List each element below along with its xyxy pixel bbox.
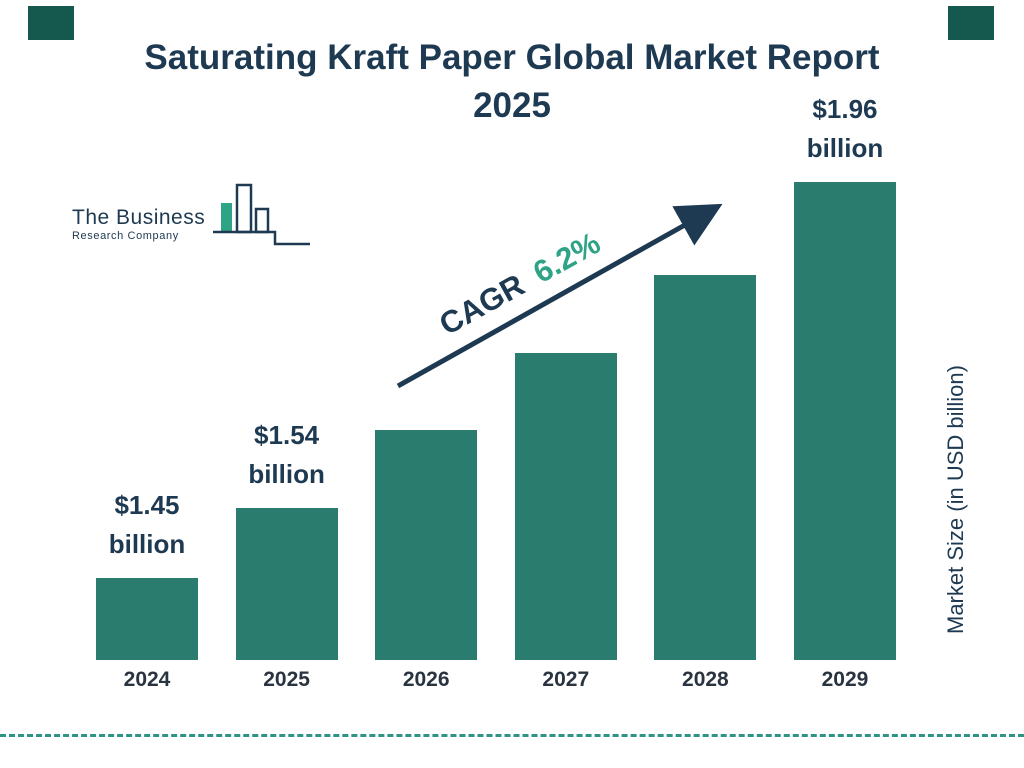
bar-column-2025: $1.54 billion 2025 [235, 0, 338, 691]
bar-value-unit: billion [248, 459, 325, 489]
logo-text-secondary: Research Company [72, 230, 179, 242]
x-axis-label-2028: 2028 [682, 668, 729, 691]
page-title-line1: Saturating Kraft Paper Global Market Rep… [144, 38, 880, 77]
corner-accent-left [28, 6, 74, 40]
x-axis-label-2024: 2024 [123, 668, 171, 691]
bar-value-amount: $1.96 [812, 94, 878, 124]
logo-text-primary: The Business [72, 206, 206, 229]
x-axis-label-2029: 2029 [821, 668, 869, 691]
bar-column-2026: 2026 [375, 0, 478, 691]
bar-value-amount: $1.54 [254, 420, 320, 450]
bar-2028 [654, 275, 757, 660]
bar-value-unit: billion [108, 529, 186, 559]
bar-2024 [96, 578, 198, 660]
y-axis-label: Market Size (in USD billion) [943, 365, 968, 635]
bar-2029 [793, 182, 896, 660]
bottom-dashed-divider [0, 734, 1024, 737]
bar-value-amount: $1.45 [114, 490, 180, 520]
bar-value-label-2024: $1.45 billion [52, 486, 242, 564]
bar-2027 [514, 353, 617, 660]
corner-accent-right [948, 6, 994, 40]
x-axis-label-2027: 2027 [542, 668, 590, 691]
bar-value-label-2029: $1.96 billion [750, 90, 940, 168]
bar-value-unit: billion [806, 133, 884, 163]
bar-column-2029: $1.96 billion 2029 [793, 0, 896, 691]
x-axis-label-2026: 2026 [402, 668, 450, 691]
bar-2025 [235, 508, 338, 660]
page-title-line2: 2025 [473, 86, 551, 126]
x-axis-label-2025: 2025 [263, 668, 310, 691]
bar-column-2028: 2028 [654, 0, 757, 691]
logo-text: The Business Research Company [72, 206, 205, 248]
bar-column-2027: 2027 [514, 0, 617, 691]
bar-value-label-2025: $1.54 billion [192, 416, 382, 494]
page-title: Saturating Kraft Paper Global Market Rep… [0, 34, 1024, 131]
bar-2026 [375, 430, 478, 660]
bar-column-2024: $1.45 billion 2024 [96, 0, 198, 691]
bar-chart-logo-icon [213, 183, 311, 246]
logo: The Business Research Company [72, 182, 313, 248]
bar-chart: $1.45 billion 2024 $1.54 billion 2025 2026 2027… [96, 0, 896, 691]
